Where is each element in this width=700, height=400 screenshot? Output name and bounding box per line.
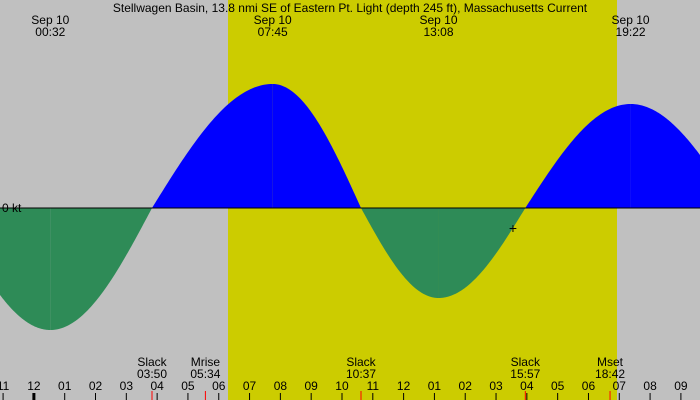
x-tick-label: 06 [212, 379, 226, 393]
x-tick-label: 08 [643, 379, 657, 393]
x-tick-label: 04 [150, 379, 164, 393]
x-tick-label: 05 [181, 379, 195, 393]
extreme-time: 00:32 [35, 25, 65, 39]
extreme-time: 07:45 [258, 25, 288, 39]
x-tick-label: 09 [304, 379, 318, 393]
current-area [360, 208, 439, 298]
current-area [438, 208, 526, 298]
slack-time: 03:50 [137, 367, 167, 381]
now-marker: + [509, 220, 517, 236]
current-area [525, 104, 631, 208]
slack-label: Slack [346, 355, 376, 369]
current-area [272, 84, 361, 208]
x-tick-label: 04 [520, 379, 534, 393]
x-tick-label: 09 [674, 379, 688, 393]
x-tick-label: 12 [397, 379, 411, 393]
x-tick-label: 03 [489, 379, 503, 393]
chart-title: Stellwagen Basin, 13.8 nmi SE of Eastern… [113, 1, 588, 15]
slack-time: 15:57 [510, 367, 540, 381]
x-tick-label: 06 [582, 379, 596, 393]
extreme-time: 19:22 [616, 25, 646, 39]
moon-time: 05:34 [190, 367, 220, 381]
current-area [151, 84, 273, 208]
x-tick-label: 11 [0, 379, 10, 393]
extreme-date: Sep 10 [420, 13, 458, 27]
x-tick-label: 07 [613, 379, 627, 393]
current-area [0, 208, 51, 330]
x-tick-label: 07 [243, 379, 257, 393]
y-tick-label: 0 kt [2, 201, 22, 215]
slack-label: Slack [511, 355, 541, 369]
x-tick-label: 11 [367, 379, 380, 393]
extreme-time: 13:08 [424, 25, 454, 39]
x-tick-label: 01 [428, 379, 442, 393]
x-tick-label: 05 [551, 379, 565, 393]
moon-time: 18:42 [595, 367, 625, 381]
slack-label: Slack [137, 355, 167, 369]
x-tick-label: 08 [274, 379, 288, 393]
x-tick-label: 01 [58, 379, 72, 393]
slack-time: 10:37 [346, 367, 376, 381]
x-tick-label: 02 [459, 379, 473, 393]
x-tick-label: 10 [335, 379, 349, 393]
extreme-date: Sep 10 [612, 13, 650, 27]
x-tick-label: 03 [120, 379, 134, 393]
moon-label: Mset [597, 355, 624, 369]
x-tick-label: 02 [89, 379, 103, 393]
current-area [50, 208, 152, 330]
extreme-date: Sep 10 [31, 13, 69, 27]
moon-label: Mrise [191, 355, 221, 369]
current-area [630, 104, 700, 208]
x-tick-label: 12 [27, 379, 41, 393]
extreme-date: Sep 10 [254, 13, 292, 27]
